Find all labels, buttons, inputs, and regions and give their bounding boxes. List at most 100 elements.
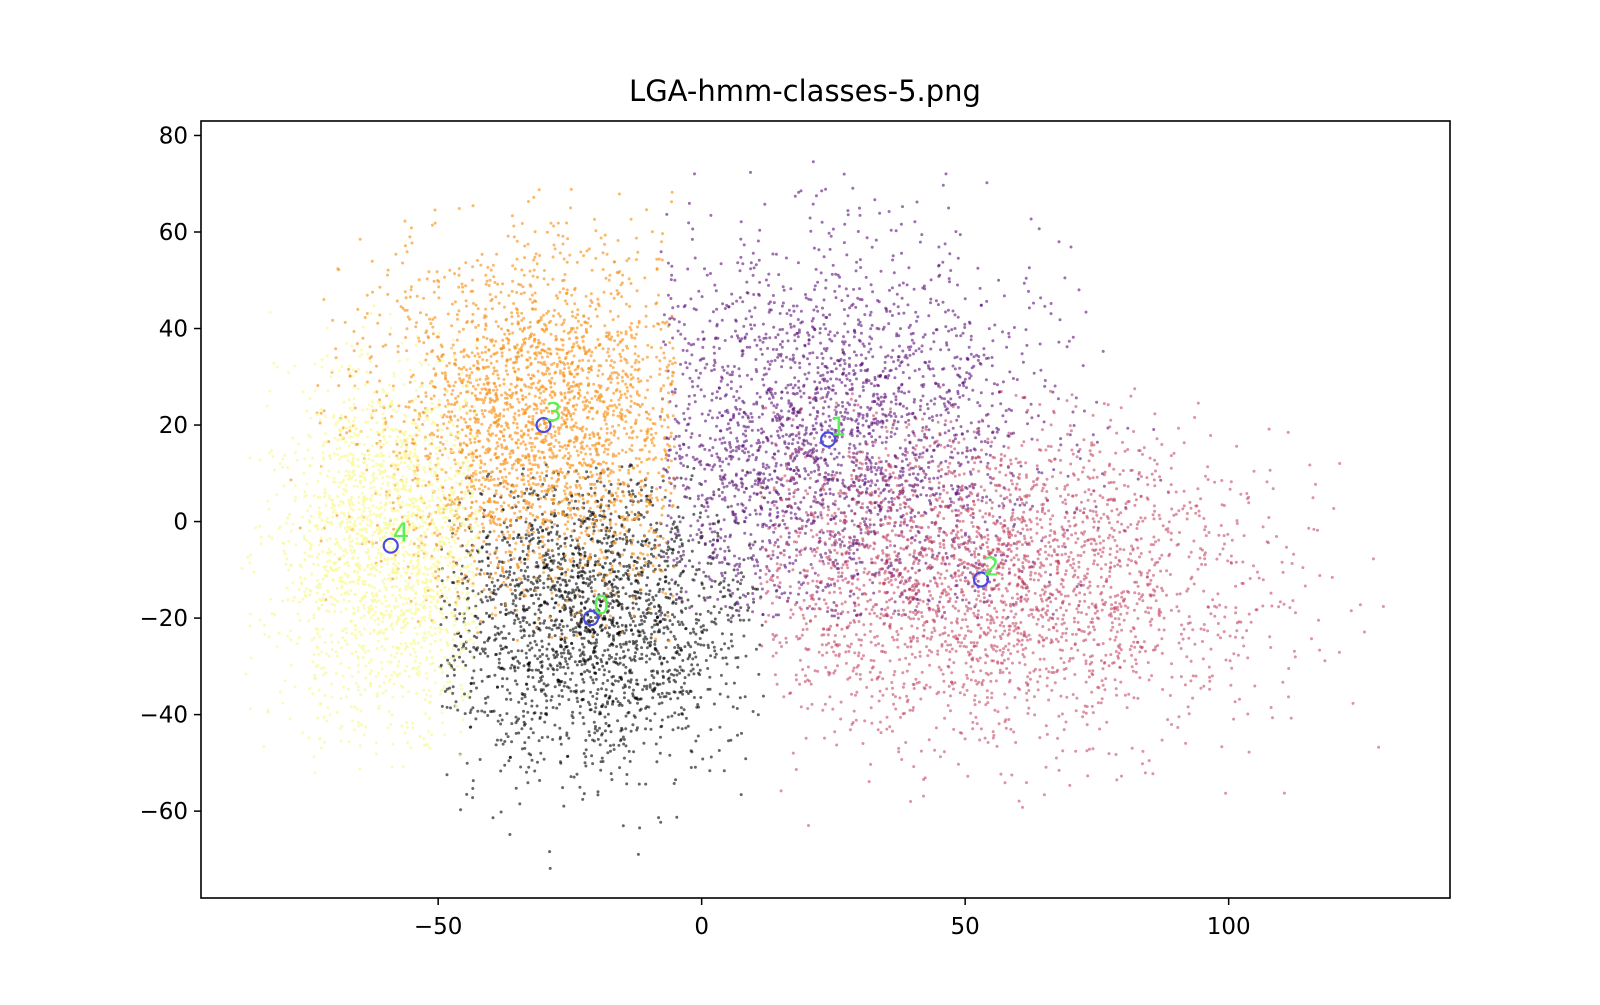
cluster-0-point bbox=[490, 580, 494, 584]
cluster-1-point bbox=[895, 508, 899, 512]
cluster-0-point bbox=[754, 647, 758, 651]
cluster-0-point bbox=[469, 682, 473, 686]
cluster-0-point bbox=[556, 576, 560, 580]
cluster-0-point bbox=[486, 639, 490, 643]
cluster-0-point bbox=[585, 517, 589, 521]
cluster-1-point bbox=[918, 540, 922, 544]
cluster-0-point bbox=[547, 532, 551, 536]
cluster-1-point bbox=[934, 382, 938, 386]
cluster-0-point bbox=[623, 671, 627, 675]
cluster-1-point bbox=[830, 272, 834, 276]
cluster-1-point bbox=[905, 413, 909, 417]
cluster-0-point bbox=[453, 644, 457, 647]
cluster-1-point bbox=[898, 344, 901, 348]
cluster-0-point bbox=[496, 578, 500, 582]
cluster-0-point bbox=[633, 655, 637, 658]
cluster-1-point bbox=[964, 485, 968, 489]
cluster-0-point bbox=[608, 654, 611, 657]
cluster-0-point bbox=[624, 505, 628, 509]
cluster-0-point bbox=[689, 766, 693, 769]
cluster-1-point bbox=[699, 371, 702, 375]
cluster-1-point bbox=[892, 360, 896, 364]
cluster-1-point bbox=[750, 327, 753, 331]
cluster-1-point bbox=[929, 399, 933, 403]
cluster-0-point bbox=[628, 671, 632, 675]
cluster-1-point bbox=[956, 484, 960, 488]
cluster-1-point bbox=[839, 463, 843, 467]
cluster-1-point bbox=[854, 561, 858, 565]
cluster-0-point bbox=[744, 654, 748, 658]
cluster-0-point bbox=[629, 658, 633, 662]
cluster-0-point bbox=[529, 594, 533, 598]
cluster-1-point bbox=[1049, 573, 1052, 577]
cluster-0-point bbox=[501, 636, 505, 640]
cluster-0-point bbox=[736, 665, 740, 669]
cluster-1-point bbox=[689, 524, 693, 528]
cluster-2-point bbox=[1082, 653, 1086, 657]
cluster-0-point bbox=[601, 681, 605, 685]
cluster-1-point bbox=[703, 479, 707, 483]
cluster-0-point bbox=[598, 743, 602, 747]
cluster-1-point bbox=[796, 318, 800, 321]
cluster-1-point bbox=[684, 564, 687, 568]
cluster-1-point bbox=[912, 352, 915, 356]
cluster-0-point bbox=[595, 638, 598, 642]
cluster-1-point bbox=[677, 320, 681, 324]
cluster-1-point bbox=[778, 523, 782, 527]
cluster-0-point bbox=[522, 634, 526, 638]
cluster-1-point bbox=[755, 441, 759, 445]
cluster-1-point bbox=[905, 523, 909, 527]
cluster-1-point bbox=[822, 255, 826, 259]
cluster-0-point bbox=[679, 690, 683, 694]
cluster-1-point bbox=[769, 391, 773, 395]
cluster-1-point bbox=[703, 467, 707, 471]
cluster-0-point bbox=[510, 649, 513, 653]
cluster-1-point bbox=[859, 369, 863, 372]
cluster-0-point bbox=[610, 675, 614, 679]
cluster-0-point bbox=[603, 626, 607, 630]
cluster-1-point bbox=[729, 431, 733, 435]
cluster-1-point bbox=[921, 375, 925, 378]
cluster-0-point bbox=[626, 648, 630, 652]
cluster-1-point bbox=[840, 380, 844, 384]
cluster-0-point bbox=[645, 599, 648, 603]
cluster-0-point bbox=[588, 703, 592, 707]
cluster-1-point bbox=[692, 342, 696, 346]
cluster-0-point bbox=[591, 738, 595, 742]
cluster-1-point bbox=[735, 299, 739, 303]
cluster-0-point bbox=[525, 656, 529, 660]
cluster-1-point bbox=[799, 309, 803, 313]
cluster-1-point bbox=[818, 331, 822, 335]
cluster-1-point bbox=[734, 512, 737, 516]
cluster-0-point bbox=[511, 602, 515, 606]
cluster-0-point bbox=[643, 678, 647, 682]
cluster-2-point bbox=[988, 628, 992, 632]
cluster-0-point bbox=[719, 590, 723, 594]
cluster-1-point bbox=[784, 256, 788, 260]
cluster-1-point bbox=[904, 447, 908, 451]
cluster-0-point bbox=[659, 534, 663, 538]
cluster-0-point bbox=[542, 586, 546, 590]
cluster-0-point bbox=[643, 564, 647, 568]
cluster-0-point bbox=[548, 556, 552, 560]
cluster-1-point bbox=[979, 460, 983, 464]
cluster-0-point bbox=[559, 562, 563, 566]
cluster-0-point bbox=[710, 620, 714, 624]
cluster-1-point bbox=[738, 407, 742, 411]
cluster-1-point bbox=[842, 367, 846, 371]
cluster-0-point bbox=[689, 669, 693, 673]
cluster-2-point bbox=[964, 598, 968, 602]
cluster-1-point bbox=[959, 425, 963, 429]
cluster-1-point bbox=[802, 384, 806, 388]
cluster-0-point bbox=[563, 641, 567, 644]
cluster-0-point bbox=[523, 722, 527, 726]
cluster-1-point bbox=[748, 345, 752, 349]
cluster-0-point bbox=[581, 595, 585, 599]
cluster-0-point bbox=[667, 581, 671, 585]
cluster-1-point bbox=[809, 505, 813, 509]
cluster-1-point bbox=[866, 505, 870, 509]
cluster-0-point bbox=[616, 569, 620, 573]
cluster-1-point bbox=[835, 331, 839, 335]
cluster-1-point bbox=[812, 450, 815, 454]
cluster-0-point bbox=[463, 712, 467, 716]
